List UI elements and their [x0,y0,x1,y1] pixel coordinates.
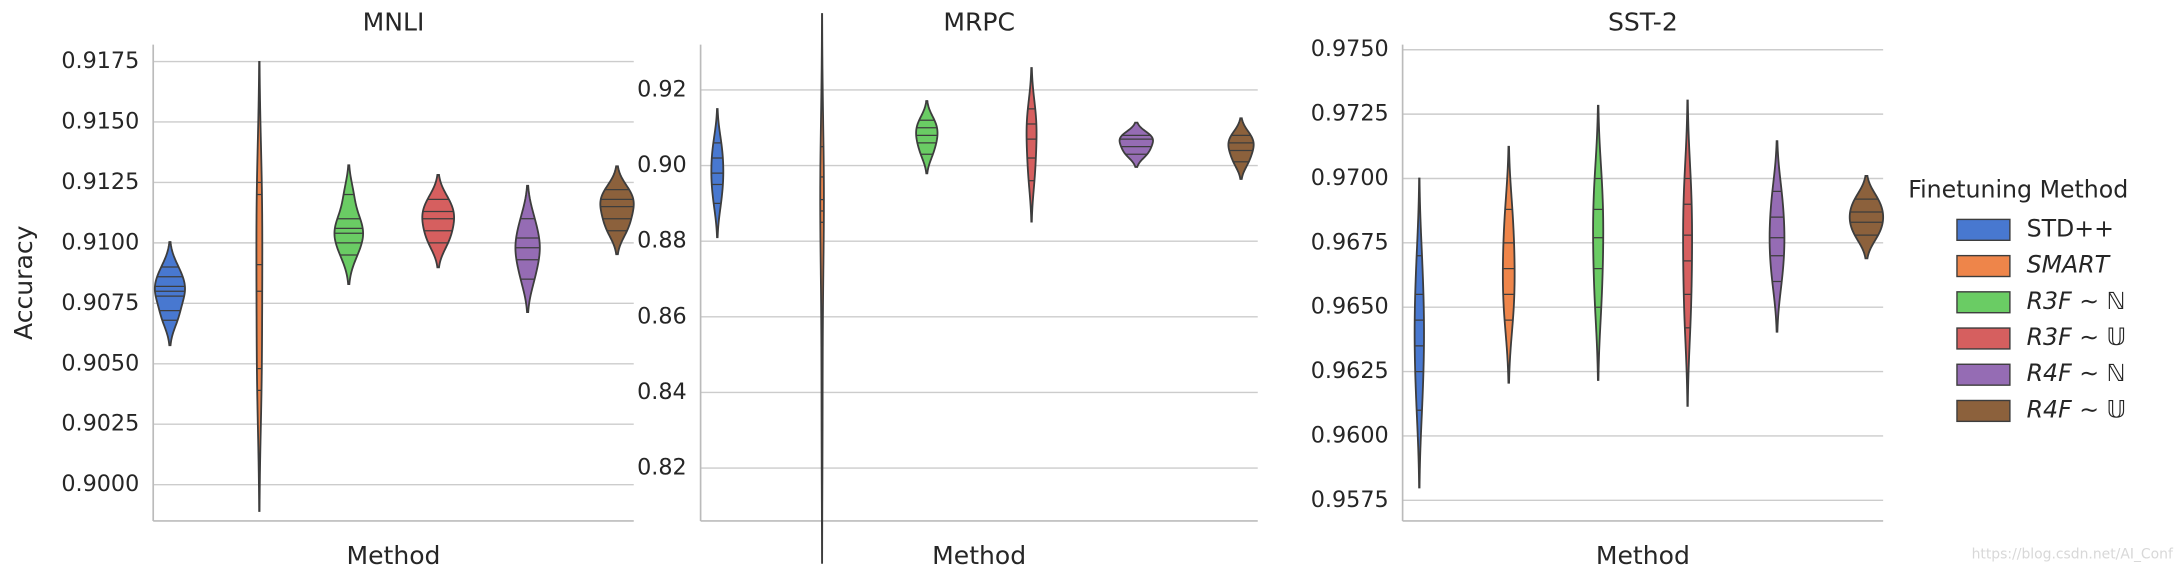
legend-swatch [1956,399,2011,423]
x-axis-label: Method [932,541,1026,570]
legend-label: R3F ∼ ℕ [2027,287,2126,315]
violin [514,184,541,313]
y-tick-label: 0.88 [637,228,687,254]
violin [915,100,939,175]
violin [1501,145,1516,384]
violin [1768,140,1786,333]
y-tick-label: 0.9100 [61,229,139,255]
legend-swatch [1956,363,2011,386]
y-tick-label: 0.9675 [1311,229,1389,255]
legend-swatch [1956,327,2011,350]
panel-title: SST-2 [1608,8,1678,37]
violin [255,60,264,512]
legend-label: R4F ∼ 𝕌 [2027,395,2127,423]
y-tick-label: 0.90 [637,152,687,178]
violin [819,13,825,564]
legend-swatch [1956,218,2011,241]
violin [333,164,364,286]
legend-label: R4F ∼ ℕ [2027,359,2126,387]
legend-label: R3F ∼ 𝕌 [2027,323,2127,351]
y-tick-label: 0.9725 [1311,101,1389,127]
violin [1848,174,1885,260]
x-axis-label: Method [1596,541,1690,570]
y-tick-label: 0.9000 [61,471,139,497]
y-tick-label: 0.9025 [61,411,139,437]
y-tick-label: 0.86 [637,303,687,329]
y-axis-label: Accuracy [9,225,38,340]
violin [1118,121,1154,168]
y-tick-label: 0.9625 [1311,358,1389,384]
legend-title: Finetuning Method [1908,175,2128,203]
y-tick-label: 0.9050 [61,350,139,376]
y-tick-label: 0.9650 [1311,294,1389,320]
violin [1025,67,1038,223]
y-tick-label: 0.9150 [61,108,139,134]
legend-label: SMART [2027,251,2111,279]
y-tick-label: 0.9575 [1311,487,1389,513]
violin [153,241,186,347]
violin [1682,99,1693,407]
x-axis-label: Method [346,541,440,570]
panel-title: MRPC [943,8,1015,37]
legend-swatch [1956,254,2011,278]
y-tick-label: 0.9175 [61,48,139,74]
violin [1592,104,1605,381]
y-tick-label: 0.82 [637,455,687,481]
watermark: https://blog.csdn.net/AI_Conf [1972,546,2174,562]
y-tick-label: 0.84 [637,379,687,405]
violin [421,173,455,269]
violin [1413,177,1425,489]
legend-label: STD++ [2027,214,2114,242]
y-tick-label: 0.92 [637,76,687,102]
panel-title: MNLI [363,8,425,37]
y-tick-label: 0.9750 [1311,36,1389,62]
violin [599,165,635,256]
y-tick-label: 0.9600 [1311,422,1389,448]
y-tick-label: 0.9700 [1311,165,1389,191]
violin [1227,117,1255,180]
legend-swatch [1956,291,2011,314]
y-tick-label: 0.9075 [61,290,139,316]
y-tick-label: 0.9125 [61,169,139,195]
